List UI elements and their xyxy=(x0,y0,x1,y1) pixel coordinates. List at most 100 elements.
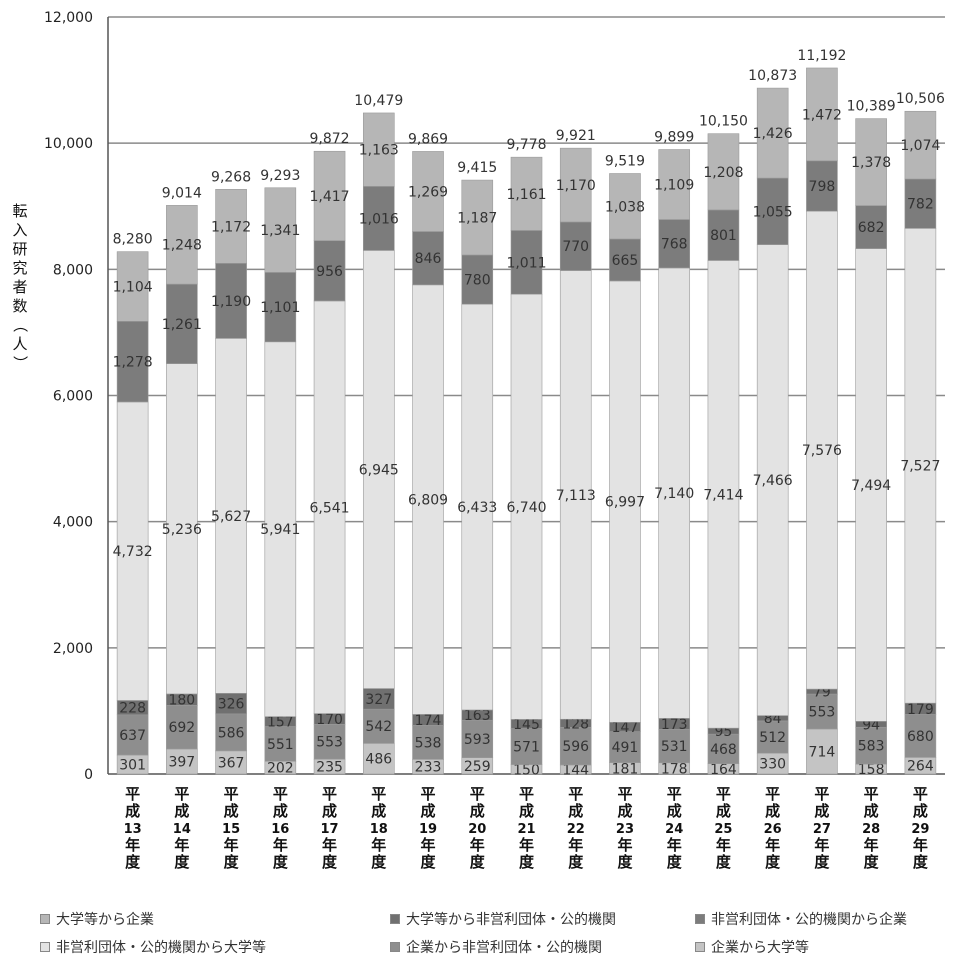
value-label: 144 xyxy=(562,762,589,778)
bar-segment xyxy=(215,338,247,694)
value-label: 228 xyxy=(119,701,146,717)
value-label: 512 xyxy=(759,730,786,746)
value-label: 7,140 xyxy=(654,486,694,502)
bar-segment xyxy=(461,303,494,711)
value-label: 1,172 xyxy=(211,219,251,235)
bar-segment xyxy=(313,300,346,714)
value-label: 538 xyxy=(415,735,442,751)
value-label: 164 xyxy=(710,762,737,778)
x-tick-label-part: 成 xyxy=(913,802,928,820)
x-tick-label-part: 平 xyxy=(814,785,829,803)
y-axis-label-char: 究 xyxy=(12,259,27,277)
value-label: 1,187 xyxy=(457,211,497,227)
x-tick-label-part: 15 xyxy=(222,822,240,837)
value-label: 682 xyxy=(858,220,885,236)
x-tick-label-part: 平 xyxy=(125,785,140,803)
x-tick-label-part: 成 xyxy=(322,802,337,820)
x-tick-label-part: 平 xyxy=(913,785,928,803)
value-label: 4,732 xyxy=(113,544,153,560)
bar-segment xyxy=(559,727,592,766)
value-label: 5,236 xyxy=(162,522,202,538)
bar-segment xyxy=(756,87,789,179)
value-label: 1,417 xyxy=(310,189,350,205)
value-label: 1,109 xyxy=(654,178,694,194)
bar-segment xyxy=(609,280,641,723)
value-label: 1,378 xyxy=(851,155,891,171)
bar-segment xyxy=(609,731,641,763)
legend-swatch xyxy=(390,914,400,924)
bar-segment xyxy=(904,228,937,704)
x-tick-label-part: 平 xyxy=(617,785,632,803)
value-label: 7,527 xyxy=(900,459,940,475)
x-tick-label-part: 年 xyxy=(322,836,337,854)
bar-segment xyxy=(756,720,789,754)
y-tick-label: 6,000 xyxy=(53,389,93,405)
total-label: 9,921 xyxy=(556,128,596,144)
value-label: 586 xyxy=(218,725,245,741)
legend-swatch xyxy=(40,914,50,924)
value-label: 5,941 xyxy=(260,522,300,538)
legend-label: 非営利団体・公的機関から大学等 xyxy=(56,940,266,956)
x-tick-label-part: 年 xyxy=(470,836,485,854)
bar-segment xyxy=(362,708,395,744)
bar-segment xyxy=(510,156,543,231)
value-label: 553 xyxy=(316,735,343,751)
value-label: 571 xyxy=(513,740,540,756)
y-tick-label: 12,000 xyxy=(44,10,93,26)
x-tick-label-part: 成 xyxy=(470,802,485,820)
total-label: 9,014 xyxy=(162,185,202,201)
bar-segment xyxy=(658,219,691,269)
bar-segment xyxy=(510,728,543,765)
value-label: 178 xyxy=(661,761,688,777)
value-label: 1,038 xyxy=(605,199,645,215)
value-label: 6,997 xyxy=(605,495,645,511)
x-tick-label-part: 年 xyxy=(765,836,780,854)
bar-segment xyxy=(313,723,346,760)
x-tick-label-part: 成 xyxy=(814,802,829,820)
y-axis-label-char: （ xyxy=(11,317,29,332)
value-label: 1,101 xyxy=(260,300,300,316)
value-label: 553 xyxy=(809,705,836,721)
legend-row: 非営利団体・公的機関から大学等 企業から非営利団体・公的機関 企業から大学等 xyxy=(40,933,950,961)
x-tick-label-part: 度 xyxy=(568,853,584,871)
bar-segment xyxy=(904,110,937,180)
x-tick-label-part: 25 xyxy=(714,822,732,837)
y-tick-label: 2,000 xyxy=(53,641,93,657)
value-label: 233 xyxy=(415,760,442,776)
legend-item: 企業から大学等 xyxy=(695,937,809,957)
value-label: 1,278 xyxy=(113,355,153,371)
value-label: 145 xyxy=(513,717,540,733)
total-label: 9,899 xyxy=(654,130,694,146)
bar-segment xyxy=(215,189,247,264)
total-label: 8,280 xyxy=(113,232,153,248)
legend-item: 非営利団体・公的機関から企業 xyxy=(695,909,907,929)
y-tick-label: 10,000 xyxy=(44,136,93,152)
value-label: 798 xyxy=(809,179,836,195)
x-tick-label-part: 年 xyxy=(273,836,288,854)
legend: 大学等から企業 大学等から非営利団体・公的機関 非営利団体・公的機関から企業 非… xyxy=(40,905,950,961)
value-label: 1,170 xyxy=(556,178,596,194)
bar-segment xyxy=(559,147,592,223)
value-label: 157 xyxy=(267,715,294,731)
bar-segment xyxy=(559,270,592,720)
x-tick-label-part: 年 xyxy=(667,836,682,854)
bar-segment xyxy=(264,272,297,343)
value-label: 1,016 xyxy=(359,211,399,227)
x-tick-label-part: 平 xyxy=(667,785,682,803)
x-tick-label-part: 年 xyxy=(864,836,879,854)
y-tick-label: 8,000 xyxy=(53,262,93,278)
value-label: 259 xyxy=(464,759,491,775)
bar-segment xyxy=(855,118,887,206)
x-tick-label-part: 度 xyxy=(913,853,929,871)
x-tick-label-part: 年 xyxy=(568,836,583,854)
